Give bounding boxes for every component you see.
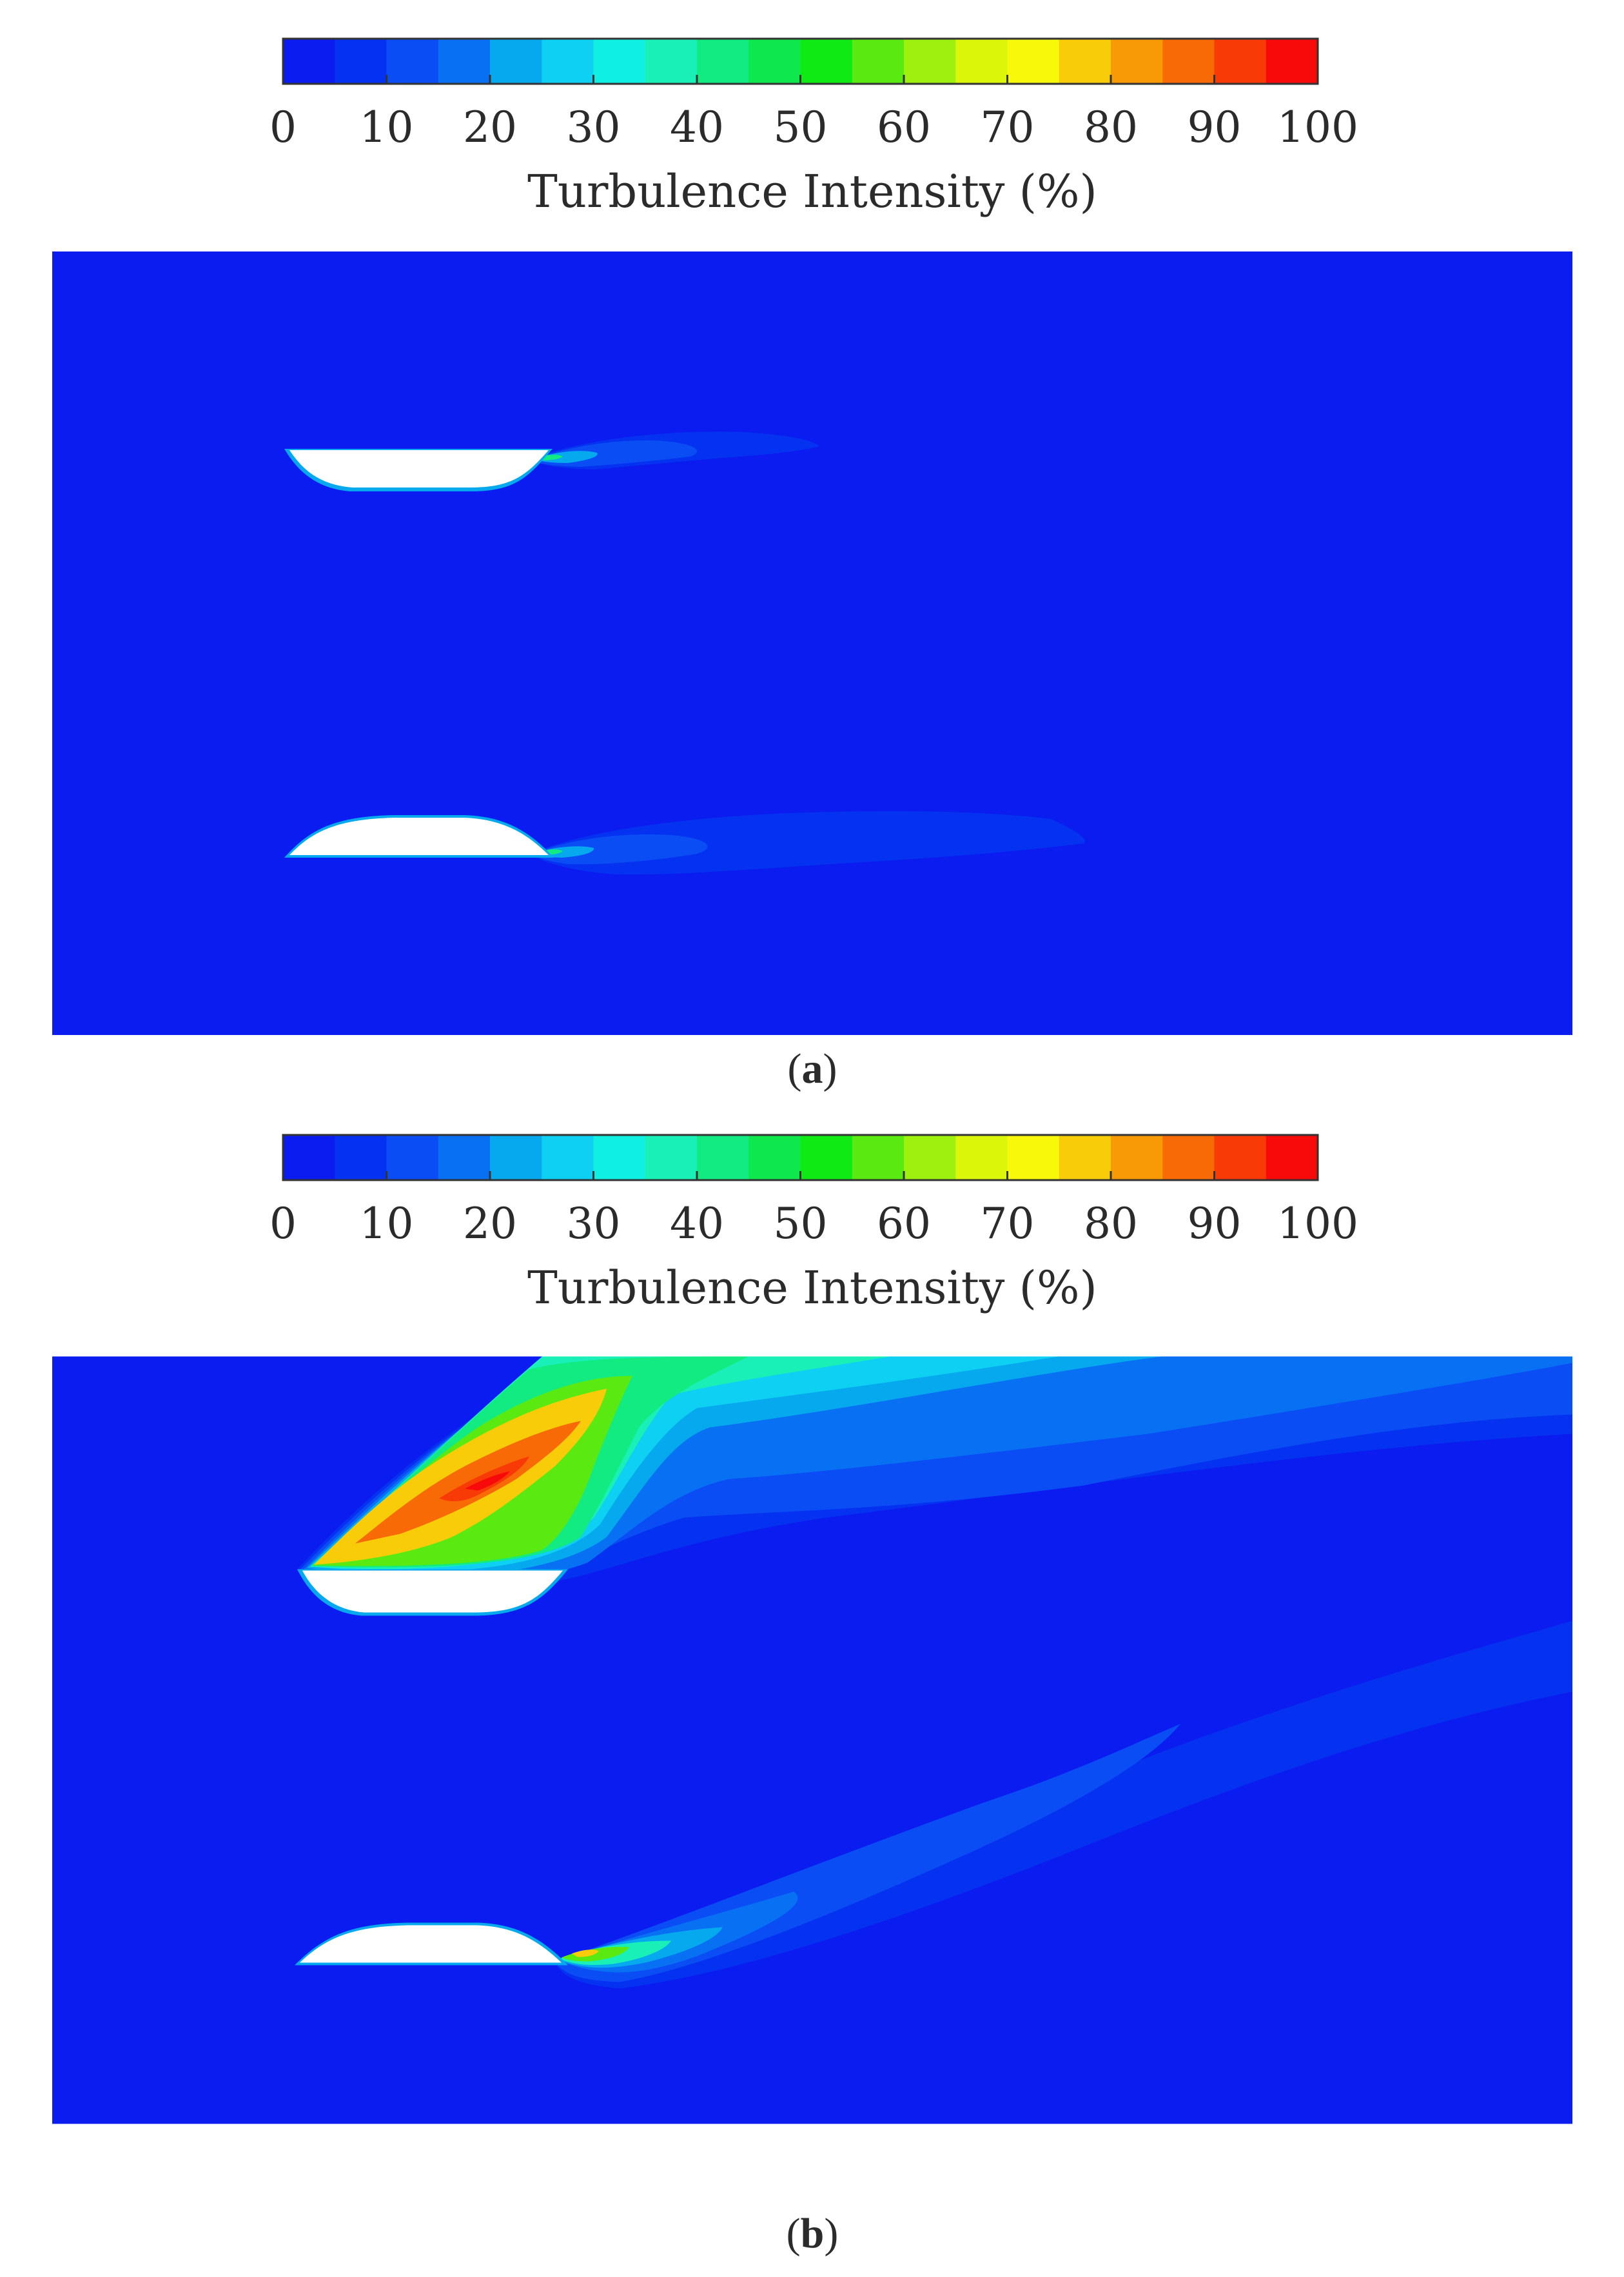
panel-a: 0 10 20 30 40 50 60 70 80 90 100 Turbulence Intens…	[0, 0, 1624, 1109]
colorbar-a-level-17	[1162, 39, 1215, 84]
wake-a-lower-mid	[532, 834, 708, 865]
colorbar-b	[282, 1134, 1319, 1181]
colorbar-a-level-3	[438, 39, 491, 84]
colorbar-b-level-15	[1059, 1135, 1111, 1180]
colorbar-a-title: Turbulence Intensity (%)	[527, 165, 1097, 218]
colorbar-b-tick-label: 10	[359, 1199, 414, 1248]
colorbar-b-level-8	[697, 1135, 749, 1180]
wake-b-lower-core	[572, 1949, 599, 1957]
colorbar-a-level-6	[593, 39, 646, 84]
colorbar-b-level-3	[438, 1135, 491, 1180]
colorbar-a-tick-label: 40	[670, 103, 724, 152]
colorbar-a-level-12	[904, 39, 956, 84]
contour-plot-a	[52, 251, 1572, 1035]
colorbar-a-tick-label: 0	[269, 103, 297, 152]
body-b-upper	[302, 1570, 563, 1613]
colorbar-a-level-1	[335, 39, 387, 84]
colorbar-b-level-10	[800, 1135, 853, 1180]
colorbar-b-tick-label: 60	[877, 1199, 931, 1248]
colorbar-b-tick-label: 90	[1187, 1199, 1242, 1248]
colorbar-b-title: Turbulence Intensity (%)	[527, 1261, 1097, 1314]
colorbar-b-level-1	[335, 1135, 387, 1180]
colorbar-a-level-14	[1007, 39, 1060, 84]
wake-a-upper-core	[534, 451, 598, 463]
body-b-lower	[300, 1925, 562, 1963]
colorbar-b-level-11	[852, 1135, 905, 1180]
body-a-upper	[289, 450, 549, 488]
colorbar-b-tick-label: 30	[566, 1199, 621, 1248]
colorbar-b-level-9	[748, 1135, 801, 1180]
colorbar-a-level-8	[697, 39, 749, 84]
wake-b-upper-core	[439, 1456, 529, 1502]
caption-b: (b)	[786, 2210, 839, 2257]
body-a-lower	[289, 818, 549, 855]
colorbar-b-tick-label: 0	[269, 1199, 297, 1248]
colorbar-a-tick-label: 50	[773, 103, 828, 152]
colorbar-b-tick-label: 50	[773, 1199, 828, 1248]
wake-b-lower-band-6	[562, 1947, 629, 1962]
colorbar-b-level-19	[1266, 1135, 1318, 1180]
colorbar-a-tick-label: 100	[1277, 103, 1358, 152]
colorbar-a-tick-label: 90	[1187, 103, 1242, 152]
caption-a: (a)	[787, 1045, 837, 1092]
colorbar-a-level-13	[955, 39, 1008, 84]
colorbar-a	[282, 37, 1319, 85]
colorbar-b-level-14	[1007, 1135, 1060, 1180]
colorbar-a-level-19	[1266, 39, 1318, 84]
colorbar-b-level-5	[542, 1135, 594, 1180]
colorbar-a-level-7	[645, 39, 698, 84]
wake-b-upper-hot-spot	[465, 1471, 510, 1491]
colorbar-b-level-17	[1162, 1135, 1215, 1180]
colorbar-b-level-12	[904, 1135, 956, 1180]
colorbar-a-level-18	[1214, 39, 1267, 84]
colorbar-a-level-16	[1111, 39, 1163, 84]
colorbar-a-tick-label: 70	[980, 103, 1035, 152]
colorbar-b-tick-label: 20	[463, 1199, 517, 1248]
colorbar-b-tick-label: 80	[1084, 1199, 1138, 1248]
colorbar-b-tick-label: 100	[1277, 1199, 1358, 1248]
contour-plot-b	[52, 1356, 1572, 2124]
colorbar-b-level-2	[386, 1135, 439, 1180]
colorbar-a-tick-label: 10	[359, 103, 414, 152]
colorbar-a-level-11	[852, 39, 905, 84]
colorbar-b-level-4	[490, 1135, 542, 1180]
colorbar-b-tick-label: 70	[980, 1199, 1035, 1248]
colorbar-b-level-0	[283, 1135, 335, 1180]
colorbar-a-level-9	[748, 39, 801, 84]
colorbar-b-tick-label: 40	[670, 1199, 724, 1248]
colorbar-a-level-5	[542, 39, 594, 84]
colorbar-b-level-16	[1111, 1135, 1163, 1180]
colorbar-b-level-18	[1214, 1135, 1267, 1180]
colorbar-a-level-15	[1059, 39, 1111, 84]
colorbar-b-level-13	[955, 1135, 1008, 1180]
colorbar-a-tick-label: 60	[877, 103, 931, 152]
colorbar-b-level-7	[645, 1135, 698, 1180]
colorbar-a-level-2	[386, 39, 439, 84]
wake-a-lower-outer	[529, 811, 1085, 875]
contour-a-background	[52, 251, 1572, 1035]
colorbar-b-level-6	[593, 1135, 646, 1180]
colorbar-a-level-0	[283, 39, 335, 84]
colorbar-a-tick-label: 20	[463, 103, 517, 152]
colorbar-a-level-4	[490, 39, 542, 84]
colorbar-a-tick-label: 30	[566, 103, 621, 152]
colorbar-a-level-10	[800, 39, 853, 84]
panel-b: 0 10 20 30 40 50 60 70 80 90 100 Turbulence Intens…	[0, 1096, 1624, 2277]
colorbar-a-tick-label: 80	[1084, 103, 1138, 152]
